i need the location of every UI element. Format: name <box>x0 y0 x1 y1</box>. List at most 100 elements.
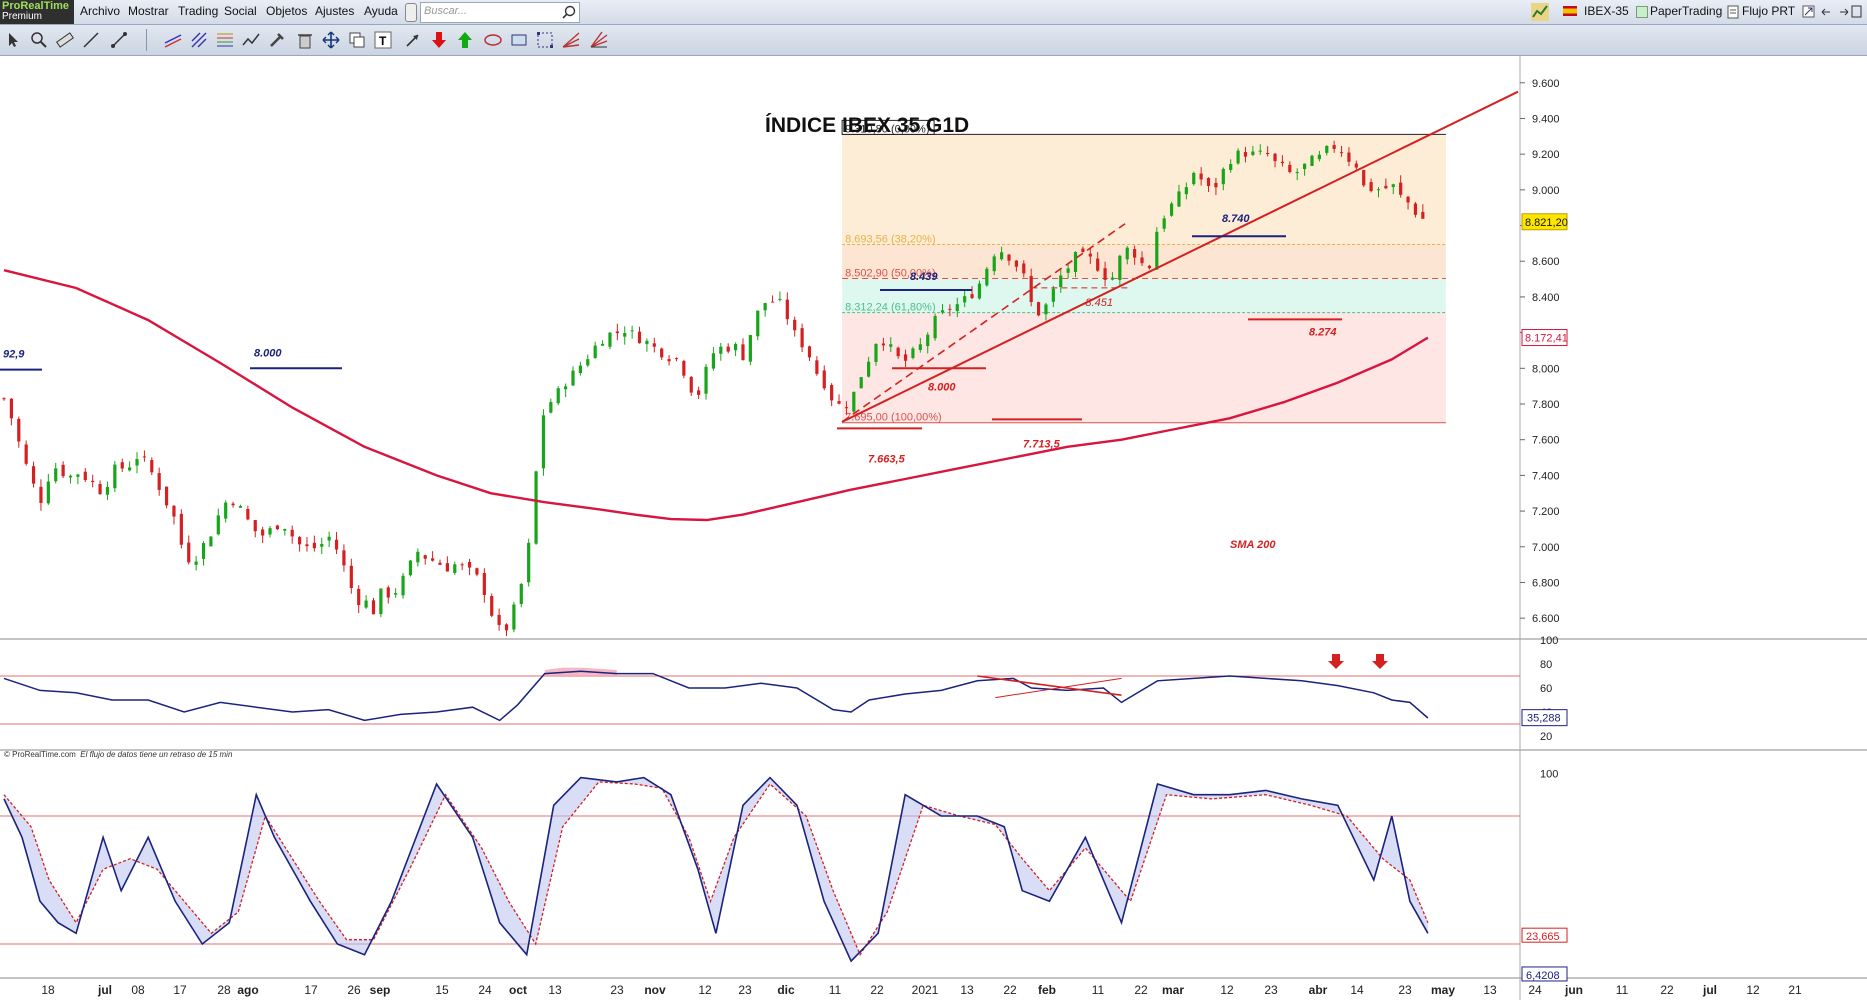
candle-body <box>822 370 826 389</box>
menu-social[interactable]: Social <box>224 4 257 18</box>
candle-body <box>926 334 930 347</box>
candle-body <box>9 398 13 419</box>
menu-ayuda[interactable]: Ayuda <box>364 4 398 18</box>
candle-body <box>1280 161 1285 164</box>
rectangle-tool-icon[interactable] <box>510 31 528 49</box>
fibonacci-icon[interactable] <box>216 31 234 49</box>
candle-body <box>903 354 908 361</box>
arrow-tool-icon[interactable] <box>404 31 422 49</box>
candle-body <box>867 361 871 377</box>
ruler-icon[interactable] <box>56 31 74 49</box>
candle-body <box>394 593 398 595</box>
candle-body <box>1251 151 1255 155</box>
candle-body <box>320 544 324 547</box>
menu-grip-icon[interactable] <box>405 3 417 22</box>
candle-body <box>1155 231 1159 270</box>
candle-body <box>608 332 612 347</box>
x-tick-label: jun <box>1564 983 1583 997</box>
paper-trading-label[interactable]: PaperTrading <box>1650 4 1723 18</box>
candle-body <box>756 310 760 337</box>
candle-body <box>711 353 716 369</box>
paper-trading-checkbox[interactable] <box>1636 6 1648 18</box>
candle-body <box>1273 153 1277 162</box>
candle-body <box>1347 152 1351 162</box>
candle-body <box>1288 164 1292 172</box>
search-input[interactable]: Buscar... <box>420 2 580 23</box>
candle-body <box>482 572 486 595</box>
ellipse-tool-icon[interactable] <box>484 31 502 49</box>
copy-icon[interactable] <box>348 31 366 49</box>
candle-body <box>1088 253 1092 257</box>
sma-label: SMA 200 <box>1230 539 1276 551</box>
candle-body <box>1162 218 1166 229</box>
trend-tool-icon[interactable] <box>242 31 260 49</box>
up-arrow-icon[interactable] <box>456 31 474 49</box>
fib-zone-382-50 <box>842 244 1446 279</box>
candle-body <box>1362 170 1366 186</box>
candle-body <box>1243 152 1248 157</box>
gann-fan-icon[interactable] <box>562 31 580 49</box>
candle-body <box>268 528 272 535</box>
candle-body <box>408 560 413 576</box>
candle-body <box>682 360 686 376</box>
instrument-name[interactable]: IBEX-35 <box>1584 4 1629 18</box>
cursor-icon[interactable] <box>4 31 22 49</box>
candle-body <box>76 474 80 477</box>
move-icon[interactable] <box>322 31 340 49</box>
zoom-icon[interactable] <box>30 31 48 49</box>
candle-body <box>371 600 376 615</box>
candle-body <box>157 473 161 490</box>
candle-body <box>460 564 464 566</box>
y-tick-label: 7.400 <box>1532 470 1560 482</box>
candle-body <box>512 604 516 630</box>
candle-body <box>1413 203 1418 215</box>
candle-body <box>1192 172 1196 185</box>
fib-level-label: 8.502,90 (50,00%) <box>845 268 936 280</box>
menu-trading[interactable]: Trading <box>178 4 219 18</box>
candle-body <box>1369 182 1373 192</box>
stochastic-panel: 100 23,665 6,4208 <box>0 768 1568 982</box>
y-tick-label: 7.800 <box>1532 399 1560 411</box>
candle-body <box>578 365 583 374</box>
fib-level-label: 8.693,56 (38,20%) <box>845 234 936 246</box>
menu-archivo[interactable]: Archivo <box>80 4 121 18</box>
candle-body <box>135 458 139 466</box>
menu-ajustes[interactable]: Ajustes <box>315 4 355 18</box>
candle-body <box>1059 275 1063 287</box>
candle-body <box>504 624 509 631</box>
candle-body <box>815 360 819 374</box>
chart-type-icon[interactable] <box>1531 3 1549 21</box>
candle-body <box>1399 182 1403 195</box>
down-arrow-icon[interactable] <box>430 31 448 49</box>
resistance-label: 8.439 <box>910 271 938 283</box>
delay-note: El flujo de datos tiene un retraso de 15… <box>80 750 233 759</box>
y-tick-label: 8.000 <box>1532 363 1560 375</box>
candle-body <box>61 464 65 477</box>
candle-body <box>1339 152 1344 154</box>
candle-body <box>297 537 302 545</box>
delete-icon[interactable] <box>296 31 314 49</box>
candle-body <box>1014 260 1018 267</box>
x-tick-label: oct <box>509 983 527 997</box>
candle-body <box>453 564 457 574</box>
search-icon[interactable] <box>562 5 576 19</box>
candle-body <box>83 471 87 481</box>
flow-label[interactable]: Flujo PRT <box>1742 4 1796 18</box>
text-tool-icon[interactable]: T <box>374 31 392 49</box>
tools-icon[interactable] <box>268 31 286 49</box>
x-tick-label: 12 <box>1220 983 1234 997</box>
pitchfork-icon[interactable] <box>190 31 208 49</box>
line-tool-icon[interactable] <box>82 31 100 49</box>
window-control-icon[interactable] <box>1802 5 1862 19</box>
segment-tool-icon[interactable] <box>110 31 128 49</box>
x-tick-label: 11 <box>1616 983 1629 997</box>
menu-objetos[interactable]: Objetos <box>266 4 308 18</box>
menu-mostrar[interactable]: Mostrar <box>128 4 169 18</box>
candle-body <box>327 536 331 541</box>
chart-area[interactable]: 9.310,80 (0,00%) 8.693,56 (38,20%) 8.502,9… <box>0 56 1867 1000</box>
select-area-icon[interactable] <box>536 31 554 49</box>
candle-body <box>615 331 619 334</box>
channel-tool-icon[interactable] <box>164 31 182 49</box>
candle-body <box>859 377 863 389</box>
fan-tool-icon[interactable] <box>590 31 608 49</box>
